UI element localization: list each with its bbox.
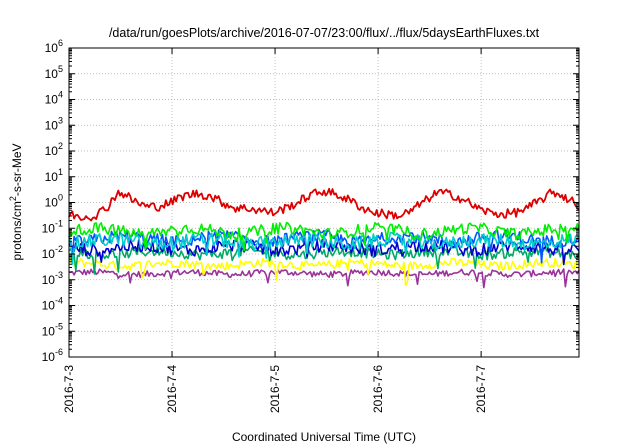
y-tick-label: 105	[45, 64, 63, 81]
y-tick-label: 100	[45, 193, 63, 210]
y-tick-label: 106	[45, 38, 63, 55]
y-tick-label: 101	[45, 167, 63, 184]
series-group	[68, 187, 580, 289]
series-line	[68, 238, 580, 266]
series-line	[69, 268, 580, 289]
y-tick-label: 10-1	[42, 218, 63, 235]
y-tick-label: 10-5	[42, 321, 63, 338]
x-axis-ticks: 2016-7-3 2016-7-4 2016-7-5 2016-7-6 2016-7-7	[62, 48, 488, 413]
y-tick-label: 10-4	[42, 296, 63, 313]
y-tick-label: 104	[45, 90, 63, 107]
x-tick-label: 2016-7-7	[474, 365, 488, 413]
x-tick-label: 2016-7-6	[371, 365, 385, 413]
x-axis-label: Coordinated Universal Time (UTC)	[232, 430, 416, 444]
series-line	[68, 221, 580, 252]
x-tick-label: 2016-7-4	[165, 365, 179, 413]
y-tick-label: 10-3	[42, 270, 63, 287]
y-tick-label: 103	[45, 115, 63, 132]
y-tick-label: 10-2	[42, 244, 63, 261]
y-tick-label: 10-6	[42, 347, 63, 364]
series-line	[68, 245, 580, 275]
y-tick-label: 102	[45, 141, 63, 158]
grid	[69, 47, 579, 358]
series-line	[68, 187, 580, 222]
y-axis-label: protons/cm2-s-sr-MeV	[8, 143, 24, 260]
chart-title: /data/run/goesPlots/archive/2016-07-07/2…	[109, 26, 540, 40]
series-line	[68, 257, 580, 287]
x-tick-label: 2016-7-5	[268, 365, 282, 413]
x-tick-label: 2016-7-3	[62, 365, 76, 413]
y-axis-ticks: 10-6 10-5 10-4 10-3 10-2 10-1 100 101 102 103 104 1…	[42, 38, 579, 364]
